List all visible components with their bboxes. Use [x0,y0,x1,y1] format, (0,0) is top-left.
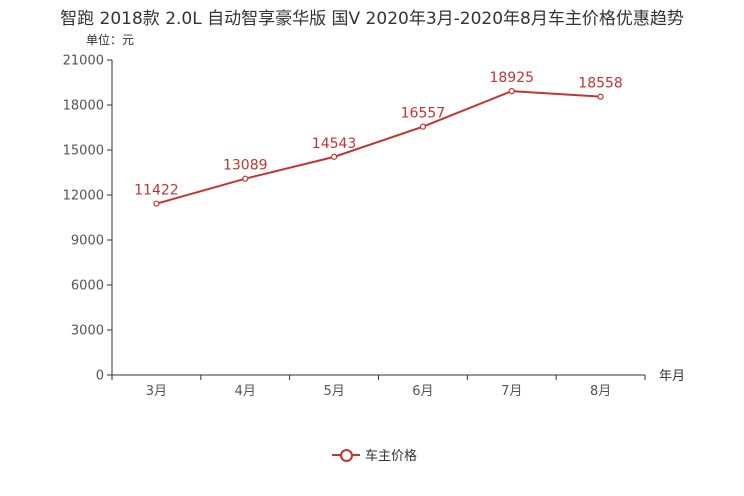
y-tick-label: 6000 [71,279,104,294]
data-label: 16557 [401,106,446,122]
x-tick-label: 4月 [235,384,256,399]
y-tick-label: 3000 [71,324,104,339]
legend[interactable]: 车主价格 [332,445,417,464]
y-tick-label: 21000 [63,54,104,69]
x-tick-label: 5月 [323,384,344,399]
y-tick-label: 12000 [63,189,104,204]
chart-title: 智跑 2018款 2.0L 自动智享豪华版 国V 2020年3月-2020年8月… [60,9,684,29]
data-point [508,88,515,95]
x-axis: 3月 4月 5月 6月 7月 8月 年月 [111,369,685,399]
x-tick-label: 3月 [146,384,167,399]
x-tick-label: 7月 [501,384,522,399]
data-label: 18925 [489,70,534,86]
data-point [153,200,160,207]
data-point [597,93,604,100]
y-tick-label: 0 [96,369,104,384]
y-tick-label: 15000 [63,144,104,159]
data-point [330,153,338,160]
data-point [242,175,249,182]
y-axis: 0 3000 6000 9000 12000 15000 18000 21000 [63,54,113,384]
x-axis-label: 年月 [659,369,685,384]
data-point [419,123,427,130]
series-line [156,90,601,205]
x-tick-label: 6月 [412,384,433,399]
y-tick-label: 9000 [71,234,104,249]
y-tick-label: 18000 [63,99,104,114]
legend-label: 车主价格 [365,449,418,464]
x-tick-label: 8月 [590,384,611,399]
data-label: 11422 [134,183,179,199]
data-label: 18558 [578,76,623,92]
legend-line-circle-icon [332,448,360,462]
series-owner-price: 11422 13089 14543 16557 18925 18558 [134,70,623,207]
y-axis-unit-label: 单位：元 [86,33,135,47]
data-label: 14543 [312,136,357,152]
data-label: 13089 [223,158,268,174]
